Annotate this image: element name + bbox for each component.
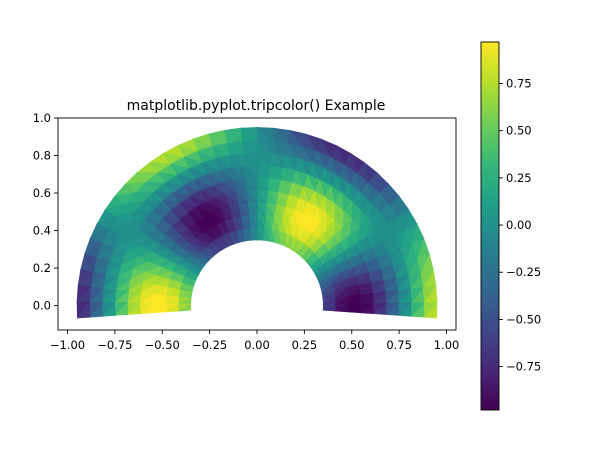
y-axis: 0.0 0.2 0.4 0.6 0.8 1.0 xyxy=(33,111,58,313)
y-tick-label: 0.2 xyxy=(33,261,51,275)
x-tick-label: −0.50 xyxy=(145,338,180,352)
mesh-triangle xyxy=(165,303,179,313)
x-tick-label: 0.25 xyxy=(292,338,318,352)
colorbar-tick-label: −0.50 xyxy=(506,312,541,326)
colorbar-tick-label: −0.75 xyxy=(506,360,541,374)
x-tick-label: 0.50 xyxy=(339,338,365,352)
mesh-triangle xyxy=(152,303,166,314)
colorbar-tick-label: −0.25 xyxy=(506,265,541,279)
mesh-triangle xyxy=(76,301,91,319)
mesh-triangle xyxy=(89,301,103,318)
colorbar-tick-label: 0.75 xyxy=(506,77,532,91)
mesh-triangle xyxy=(178,303,192,312)
mesh-triangle xyxy=(139,302,154,315)
colorbar-tick-label: 0.00 xyxy=(506,218,532,232)
mesh-triangle xyxy=(101,301,116,317)
y-tick-label: 0.0 xyxy=(33,299,51,313)
tripcolor-mesh xyxy=(76,126,438,319)
y-tick-label: 0.6 xyxy=(33,186,51,200)
x-tick-label: 1.00 xyxy=(434,338,460,352)
colorbar xyxy=(480,41,500,411)
x-tick-label: −1.00 xyxy=(50,338,85,352)
x-tick-label: 0.75 xyxy=(386,338,412,352)
mesh-triangle xyxy=(126,302,141,315)
mesh-triangle xyxy=(114,302,129,316)
x-tick-label: 0.00 xyxy=(244,338,270,352)
y-tick-label: 0.4 xyxy=(33,224,51,238)
x-axis: −1.00 −0.75 −0.50 −0.25 0.00 0.25 0.50 0.75 1.00 xyxy=(50,330,459,352)
chart-title: matplotlib.pyplot.tripcolor() Example xyxy=(127,98,386,114)
x-tick-label: −0.75 xyxy=(97,338,132,352)
colorbar-axis: −0.75 −0.50 −0.25 0.00 0.25 0.50 0.75 xyxy=(499,77,541,374)
y-tick-label: 1.0 xyxy=(33,111,51,125)
colorbar-tick-label: 0.50 xyxy=(506,124,532,138)
y-tick-label: 0.8 xyxy=(33,149,51,163)
x-tick-label: −0.25 xyxy=(192,338,227,352)
colorbar-tick-label: 0.25 xyxy=(506,171,532,185)
